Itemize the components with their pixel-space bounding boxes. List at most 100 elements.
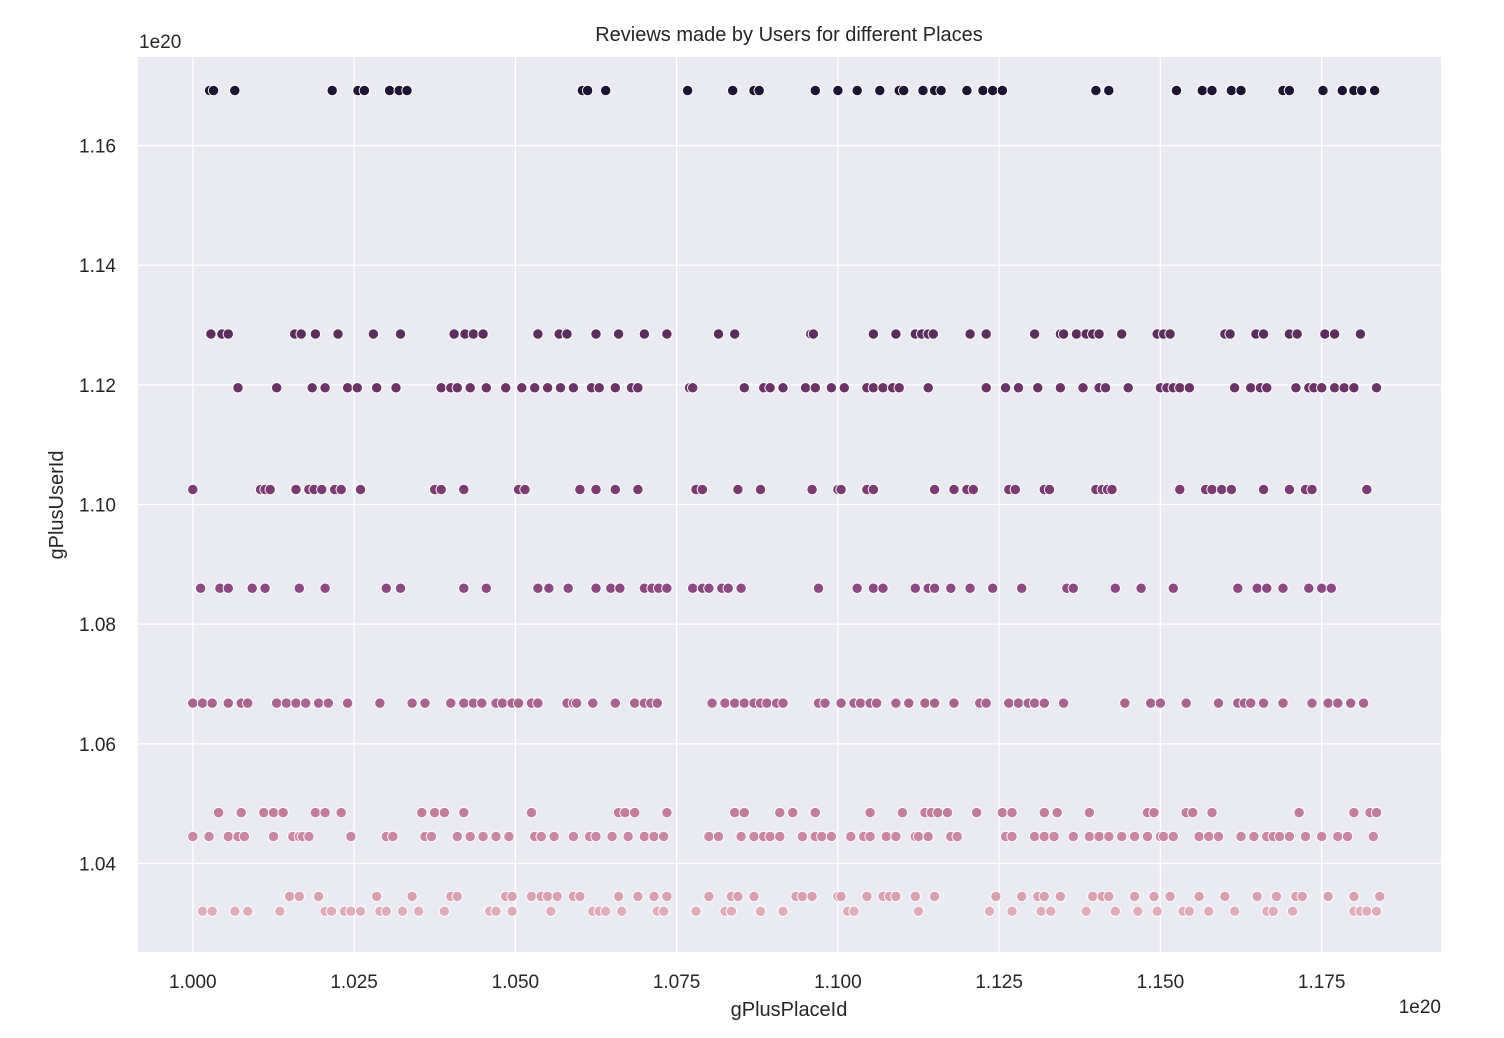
- data-point: [476, 697, 488, 709]
- data-point: [561, 328, 573, 340]
- data-point: [458, 483, 470, 496]
- data-point: [774, 830, 786, 843]
- data-point: [293, 582, 305, 594]
- data-point: [1006, 905, 1018, 917]
- data-point: [951, 830, 963, 843]
- data-point: [1051, 806, 1063, 819]
- data-point: [1235, 830, 1247, 843]
- data-point: [825, 382, 838, 394]
- data-point: [980, 697, 992, 709]
- data-point: [1054, 890, 1067, 903]
- data-point: [1332, 830, 1344, 843]
- data-point: [1135, 582, 1147, 594]
- data-point: [335, 806, 347, 819]
- data-point: [358, 84, 371, 97]
- data-point: [1251, 890, 1263, 903]
- data-point: [1003, 697, 1015, 709]
- grid: [138, 57, 1441, 952]
- data-point: [1257, 697, 1270, 709]
- data-point: [354, 905, 367, 917]
- data-point: [590, 483, 602, 496]
- data-point: [877, 382, 889, 394]
- data-point: [909, 582, 921, 594]
- data-point: [893, 382, 905, 394]
- data-point: [543, 582, 555, 594]
- data-point: [638, 830, 651, 843]
- data-point: [206, 697, 218, 709]
- data-point: [435, 483, 447, 496]
- data-point: [401, 84, 413, 97]
- data-point: [935, 84, 947, 97]
- data-point: [638, 328, 651, 340]
- data-point: [551, 890, 563, 903]
- data-point: [1245, 697, 1257, 709]
- data-point: [912, 830, 925, 843]
- data-point: [787, 806, 799, 819]
- data-point: [371, 382, 383, 394]
- data-point: [371, 890, 383, 903]
- data-point: [206, 905, 218, 917]
- x-tick-labels: 1.000 1.025 1.050 1.075 1.100 1.125 1.150 1.175: [169, 972, 1345, 993]
- data-point: [309, 328, 322, 340]
- data-point: [738, 806, 750, 819]
- data-point: [1325, 582, 1337, 594]
- data-point: [1286, 905, 1299, 917]
- data-point: [1348, 382, 1360, 394]
- data-point: [1316, 382, 1328, 394]
- data-point: [548, 830, 560, 843]
- data-point: [999, 382, 1012, 394]
- data-point: [187, 830, 199, 843]
- data-point: [928, 890, 941, 903]
- data-point: [1035, 905, 1047, 917]
- data-point: [1067, 582, 1079, 594]
- data-point: [246, 582, 258, 594]
- data-point: [212, 806, 225, 819]
- data-point: [290, 483, 302, 496]
- data-point: [1038, 806, 1050, 819]
- data-point: [587, 697, 599, 709]
- data-point: [1291, 328, 1303, 340]
- data-point: [451, 890, 463, 903]
- data-point: [754, 483, 767, 496]
- data-point: [848, 905, 860, 917]
- data-point: [1345, 697, 1357, 709]
- data-point: [1141, 830, 1154, 843]
- data-point: [1361, 483, 1373, 496]
- data-point: [1261, 582, 1273, 594]
- data-point: [1203, 830, 1215, 843]
- data-point: [516, 382, 528, 394]
- data-point: [927, 328, 939, 340]
- data-point: [312, 697, 325, 709]
- data-point: [945, 582, 957, 594]
- data-point: [1357, 697, 1370, 709]
- data-point: [1274, 830, 1286, 843]
- data-point: [512, 697, 525, 709]
- data-point: [661, 806, 673, 819]
- data-point: [687, 582, 699, 594]
- data-point: [917, 84, 929, 97]
- data-point: [1283, 84, 1296, 97]
- data-point: [835, 697, 847, 709]
- data-point: [383, 84, 396, 97]
- data-point: [661, 890, 673, 903]
- data-point: [729, 806, 741, 819]
- data-point: [928, 582, 941, 594]
- data-point: [1103, 84, 1115, 97]
- data-point: [651, 697, 663, 709]
- data-point: [438, 806, 451, 819]
- data-point: [922, 382, 934, 394]
- y-offset-label: 1e20: [139, 32, 181, 53]
- data-point: [322, 697, 334, 709]
- data-point: [722, 582, 734, 594]
- data-point: [648, 830, 660, 843]
- data-point: [867, 582, 880, 594]
- chart-title: Reviews made by Users for different Plac…: [595, 24, 983, 46]
- data-point: [1306, 483, 1318, 496]
- data-point: [703, 890, 715, 903]
- data-point: [525, 806, 538, 819]
- data-point: [932, 806, 944, 819]
- data-point: [819, 697, 831, 709]
- data-point: [967, 483, 979, 496]
- data-point: [614, 582, 626, 594]
- data-point: [1157, 830, 1170, 843]
